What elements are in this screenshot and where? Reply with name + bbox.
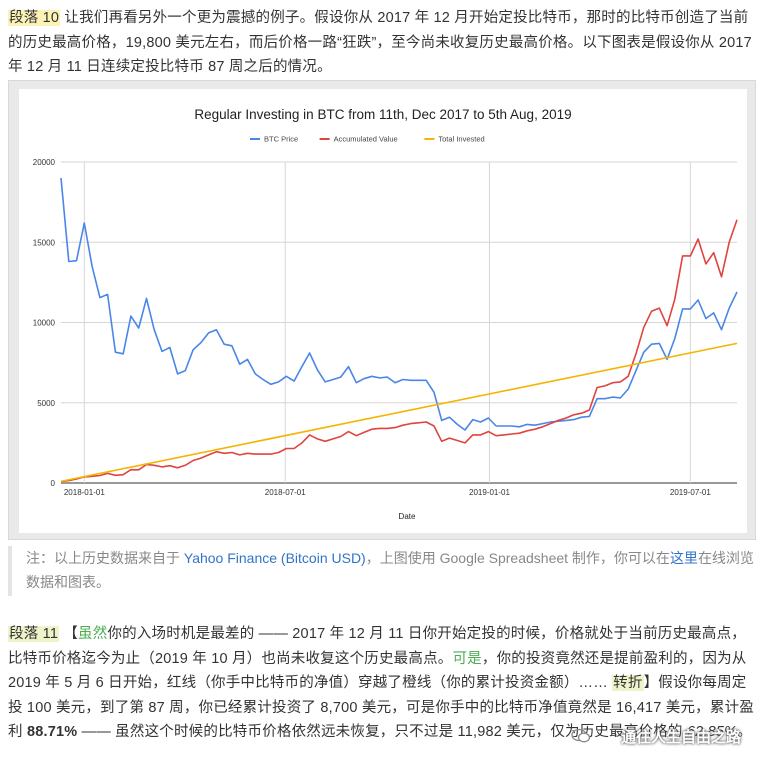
paragraph-text-2: ，你的投资竟然还是提前盈利的，因为从 2019 年 5 月 6 日开始，红线（你… <box>8 650 747 692</box>
chart-canvas: Regular Investing in BTC from 11th, Dec … <box>19 89 747 533</box>
note-middle: ，上图使用 Google Spreadsheet 制作，你可以在 <box>365 550 670 566</box>
y-axis-tick-labels: 0 5000 10000 15000 20000 <box>33 158 56 488</box>
x-tick-label: 2018-07-01 <box>265 488 306 497</box>
x-tick-label: 2019-07-01 <box>670 488 711 497</box>
chart-container: Regular Investing in BTC from 11th, Dec … <box>8 80 756 540</box>
paragraph-text-4: —— 虽然这个时候的比特币价格依然远未恢复，只不过是 11,982 美元，仅为历… <box>77 724 687 740</box>
paragraph-end: 。 <box>737 724 752 740</box>
legend-label-btc-price: BTC Price <box>264 135 298 144</box>
open-bracket: 【 <box>59 626 79 642</box>
here-link[interactable]: 这里 <box>669 550 698 566</box>
chart-grid <box>61 161 737 484</box>
x-axis-tick-labels: 2018-01-01 2018-07-01 2019-01-01 2019-07-01 <box>64 488 712 497</box>
note-suffix: 在线浏览数据和图表。 <box>26 550 754 590</box>
wechat-icon <box>571 728 591 743</box>
chart-series <box>60 178 738 483</box>
highlight-although: 虽然 <box>78 626 108 642</box>
yahoo-finance-link[interactable]: Yahoo Finance (Bitcoin USD) <box>183 550 366 566</box>
btc-investing-line-chart: Regular Investing in BTC from 11th, Dec … <box>33 107 738 521</box>
series-line-accumulated-value <box>60 219 738 483</box>
close-bracket: 】 <box>643 675 659 691</box>
note-prefix: 注：以上历史数据来自于 <box>26 550 184 566</box>
paragraph-text-3: 假设你每周定投 100 美元，到了第 87 周，你已经累计投资了 8,700 美… <box>8 675 754 740</box>
paragraph-tag: 段落 11 <box>8 626 60 642</box>
legend-label-accumulated-value: Accumulated Value <box>334 135 398 144</box>
highlight-however: 可是 <box>452 650 482 667</box>
y-tick-label: 0 <box>51 479 56 488</box>
x-tick-label: 2018-01-01 <box>64 488 105 497</box>
y-tick-label: 5000 <box>37 399 55 408</box>
paragraph-text-1: 你的入场时机是最差的 —— 2017 年 12 月 11 日你开始定投的时候，价… <box>8 626 746 667</box>
legend-label-total-invested: Total Invested <box>438 135 484 144</box>
x-axis-label: Date <box>399 512 416 521</box>
paragraph-11: 段落 11 【虽然你的入场时机是最差的 —— 2017 年 12 月 11 日你… <box>8 622 756 745</box>
watermark: 通往人生自由之路 <box>620 729 741 746</box>
x-tick-label: 2019-01-01 <box>469 488 510 497</box>
y-tick-label: 15000 <box>33 238 56 247</box>
series-line-btc-price <box>60 178 738 431</box>
paragraph-tag: 段落 10 <box>8 10 61 26</box>
ratio-percent: 62.85% <box>686 724 738 740</box>
series-line-total-invested <box>60 342 738 483</box>
paragraph-10: 段落 10 让我们再看另外一个更为震撼的例子。假设你从 2017 年 12 月开… <box>8 6 756 80</box>
y-tick-label: 20000 <box>33 158 56 167</box>
chart-title: Regular Investing in BTC from 11th, Dec … <box>194 107 571 122</box>
data-source-note: 注：以上历史数据来自于 Yahoo Finance (Bitcoin USD)，… <box>8 546 756 596</box>
paragraph-text: 让我们再看另外一个更为震撼的例子。假设你从 2017 年 12 月开始定投比特币… <box>8 10 752 75</box>
highlight-turning-point: 转折 <box>612 675 644 691</box>
chart-legend: BTC Price Accumulated Value Total Invested <box>250 135 485 144</box>
y-tick-label: 10000 <box>33 319 56 328</box>
profit-percent: 88.71% <box>26 724 78 740</box>
